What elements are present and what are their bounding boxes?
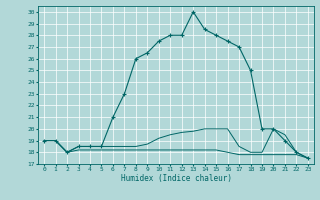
- X-axis label: Humidex (Indice chaleur): Humidex (Indice chaleur): [121, 174, 231, 183]
